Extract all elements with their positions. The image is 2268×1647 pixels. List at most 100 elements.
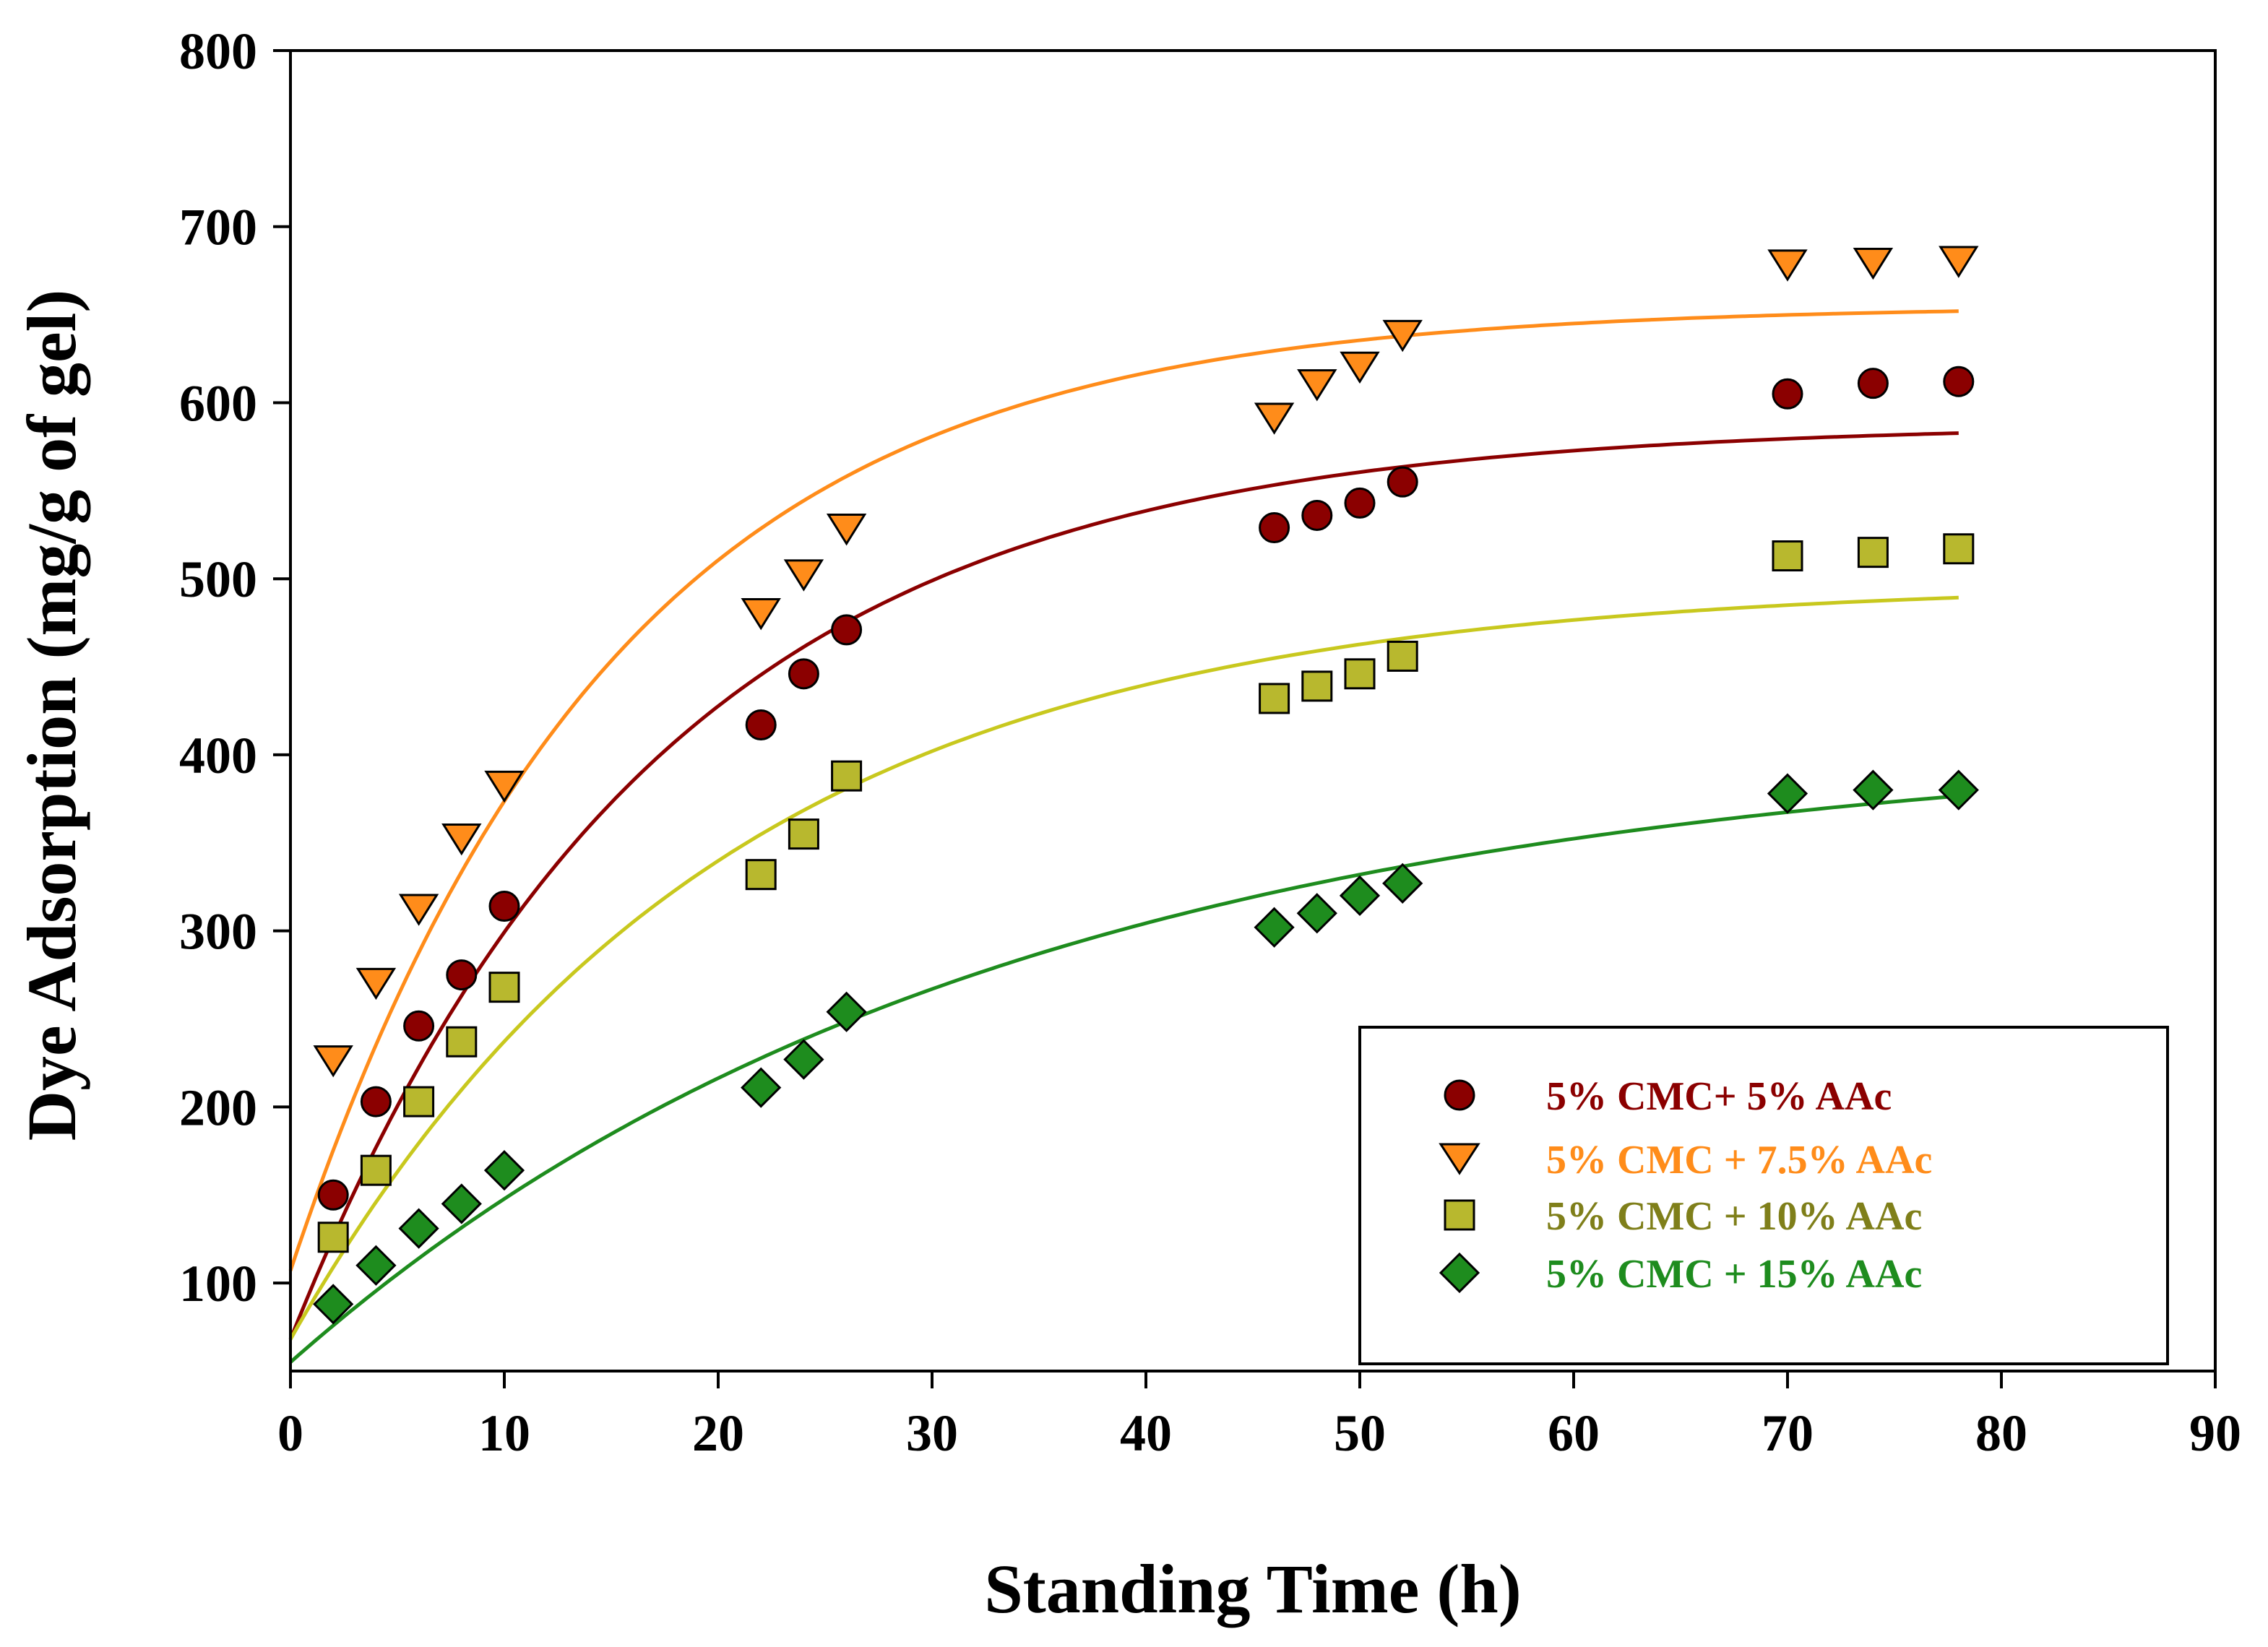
y-tick-label: 600 — [179, 374, 257, 432]
x-tick-label: 10 — [478, 1404, 530, 1462]
x-tick-label: 20 — [692, 1404, 744, 1462]
data-point-series-2 — [1767, 249, 1808, 282]
fit-line-3 — [288, 595, 1959, 1341]
plot-area-frame — [289, 49, 2217, 1372]
data-point-series-1 — [446, 959, 478, 991]
legend-item-3: 5% CMC + 10% AAc — [1444, 1194, 1922, 1239]
data-point-series-1 — [1772, 378, 1803, 410]
data-point-series-4 — [1853, 769, 1894, 810]
data-point-series-3 — [745, 859, 777, 891]
data-point-series-4 — [1382, 863, 1423, 904]
x-tick-label: 70 — [1762, 1404, 1814, 1462]
data-point-series-3 — [1301, 670, 1333, 702]
data-point-series-4 — [1254, 907, 1295, 948]
data-point-series-4 — [355, 1245, 397, 1286]
data-point-series-1 — [831, 614, 863, 646]
x-axis-title: Standing Time (h) — [984, 1550, 1521, 1627]
legend: 5% CMC+ 5% AAc 5% CMC + 7.5% AAc 5% CMC … — [1358, 1026, 2169, 1365]
data-point-series-1 — [360, 1086, 392, 1118]
data-point-series-2 — [741, 598, 781, 631]
data-point-series-3 — [446, 1026, 478, 1058]
y-tick-label: 200 — [179, 1078, 257, 1136]
data-point-series-4 — [1767, 773, 1808, 814]
data-point-series-1 — [745, 709, 777, 740]
legend-marker-circle — [1444, 1079, 1475, 1111]
data-point-series-2 — [783, 559, 824, 592]
data-point-series-1 — [1259, 512, 1290, 544]
x-tick-label: 90 — [2189, 1404, 2241, 1462]
fit-line-4 — [289, 794, 1959, 1364]
data-point-series-3 — [1344, 658, 1376, 690]
x-tick-label: 0 — [277, 1404, 303, 1462]
y-axis-title: Dye Adsorption (mg/g of gel) — [13, 290, 90, 1141]
data-point-series-2 — [826, 514, 867, 546]
data-point-series-1 — [488, 891, 520, 922]
data-point-series-4 — [741, 1067, 782, 1108]
data-point-series-4 — [398, 1208, 439, 1249]
y-tick-label: 300 — [179, 903, 257, 961]
data-point-series-2 — [1254, 402, 1295, 435]
data-point-series-3 — [1259, 683, 1290, 714]
data-point-series-1 — [317, 1179, 349, 1211]
data-point-series-4 — [1339, 875, 1381, 917]
data-point-series-1 — [1857, 368, 1889, 399]
data-point-series-3 — [1772, 540, 1803, 572]
data-point-series-2 — [1939, 246, 1979, 278]
data-point-series-1 — [403, 1010, 435, 1042]
data-points — [313, 246, 1979, 1325]
x-tick-label: 40 — [1120, 1404, 1172, 1462]
fit-line-1 — [288, 431, 1959, 1341]
data-point-series-2 — [484, 770, 525, 803]
data-point-series-3 — [317, 1222, 349, 1253]
y-tick-label: 700 — [179, 199, 257, 256]
data-point-series-4 — [826, 991, 867, 1032]
legend-marker-square — [1444, 1199, 1475, 1231]
data-point-series-2 — [441, 823, 482, 856]
data-point-series-3 — [831, 760, 863, 792]
data-point-series-4 — [1938, 769, 1979, 810]
legend-label-3: 5% CMC + 10% AAc — [1546, 1194, 1922, 1239]
data-point-series-2 — [1340, 351, 1380, 384]
data-point-series-3 — [1943, 533, 1975, 565]
data-point-series-1 — [1301, 499, 1333, 531]
data-point-series-1 — [1943, 366, 1975, 397]
data-point-series-2 — [1382, 319, 1423, 353]
data-point-series-3 — [360, 1154, 392, 1186]
data-point-series-4 — [313, 1284, 354, 1325]
data-point-series-3 — [488, 972, 520, 1003]
data-point-series-4 — [441, 1183, 482, 1224]
legend-label-1: 5% CMC+ 5% AAc — [1546, 1074, 1892, 1119]
legend-marker-triangle — [1439, 1143, 1480, 1175]
legend-label-4: 5% CMC + 15% AAc — [1546, 1252, 1922, 1297]
x-tick-label: 80 — [1975, 1404, 2027, 1462]
data-point-series-4 — [783, 1039, 824, 1080]
x-tick-label: 30 — [906, 1404, 958, 1462]
data-point-series-2 — [313, 1045, 353, 1078]
data-point-series-2 — [1297, 369, 1337, 402]
fit-line-2 — [288, 309, 1959, 1271]
data-point-series-4 — [1296, 893, 1337, 934]
data-point-series-2 — [1853, 247, 1894, 280]
data-point-series-3 — [403, 1086, 435, 1118]
data-point-series-2 — [398, 894, 439, 926]
axis-ticks — [273, 49, 2217, 1388]
tick-labels: 0 10 20 30 40 50 60 70 80 90 100 200 300 400 500 600 700… — [179, 22, 2241, 1462]
data-point-series-2 — [355, 967, 397, 1000]
y-tick-label: 800 — [179, 22, 257, 80]
legend-item-1: 5% CMC+ 5% AAc — [1444, 1074, 1892, 1119]
data-point-series-1 — [788, 658, 819, 690]
data-point-series-3 — [788, 818, 819, 850]
data-point-series-1 — [1344, 487, 1376, 519]
legend-item-4: 5% CMC + 15% AAc — [1439, 1252, 1922, 1297]
data-point-series-3 — [1857, 537, 1889, 569]
legend-marker-diamond — [1439, 1252, 1480, 1294]
data-point-series-1 — [1387, 466, 1418, 498]
y-tick-label: 400 — [179, 727, 257, 784]
y-tick-label: 500 — [179, 550, 257, 608]
legend-item-2: 5% CMC + 7.5% AAc — [1439, 1138, 1932, 1183]
data-point-series-3 — [1387, 640, 1418, 672]
legend-label-2: 5% CMC + 7.5% AAc — [1546, 1138, 1932, 1183]
x-tick-label: 50 — [1334, 1404, 1386, 1462]
fit-lines — [288, 309, 1959, 1364]
